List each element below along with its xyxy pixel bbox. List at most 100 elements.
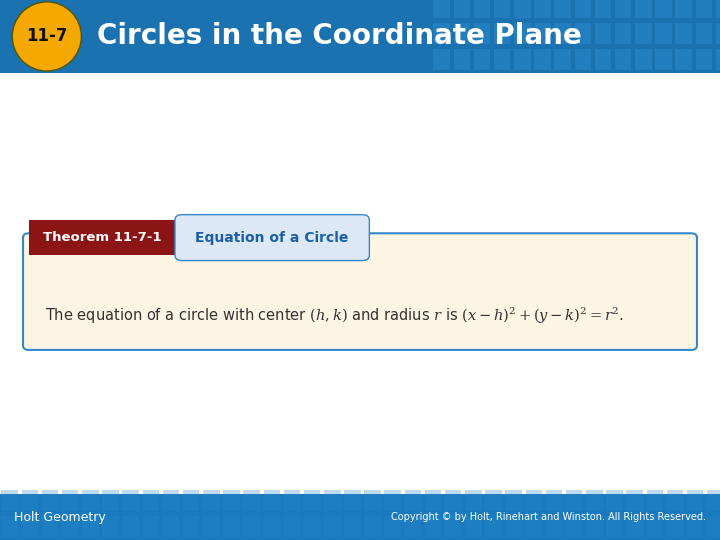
FancyBboxPatch shape — [546, 490, 562, 511]
FancyBboxPatch shape — [143, 490, 159, 511]
FancyBboxPatch shape — [534, 23, 551, 44]
FancyBboxPatch shape — [505, 516, 522, 537]
FancyBboxPatch shape — [586, 490, 603, 511]
FancyBboxPatch shape — [42, 490, 58, 511]
FancyBboxPatch shape — [42, 516, 58, 537]
FancyBboxPatch shape — [696, 0, 712, 18]
FancyBboxPatch shape — [243, 490, 260, 511]
FancyBboxPatch shape — [716, 0, 720, 18]
Text: Holt Geometry: Holt Geometry — [14, 510, 106, 524]
Text: Equation of a Circle: Equation of a Circle — [195, 231, 349, 245]
FancyBboxPatch shape — [223, 490, 240, 511]
FancyBboxPatch shape — [183, 490, 199, 511]
FancyBboxPatch shape — [445, 490, 462, 511]
FancyBboxPatch shape — [606, 516, 623, 537]
FancyBboxPatch shape — [667, 516, 683, 537]
FancyBboxPatch shape — [1, 516, 18, 537]
FancyBboxPatch shape — [82, 490, 99, 511]
FancyBboxPatch shape — [635, 0, 652, 18]
FancyBboxPatch shape — [687, 490, 703, 511]
FancyBboxPatch shape — [183, 516, 199, 537]
FancyBboxPatch shape — [122, 516, 139, 537]
FancyBboxPatch shape — [433, 49, 450, 70]
FancyBboxPatch shape — [667, 490, 683, 511]
FancyBboxPatch shape — [474, 23, 490, 44]
FancyBboxPatch shape — [546, 516, 562, 537]
FancyBboxPatch shape — [575, 23, 591, 44]
FancyBboxPatch shape — [284, 490, 300, 511]
FancyBboxPatch shape — [344, 490, 361, 511]
FancyBboxPatch shape — [384, 516, 401, 537]
FancyBboxPatch shape — [22, 490, 38, 511]
FancyBboxPatch shape — [264, 490, 280, 511]
Ellipse shape — [12, 2, 81, 71]
FancyBboxPatch shape — [62, 490, 78, 511]
FancyBboxPatch shape — [707, 490, 720, 511]
FancyBboxPatch shape — [635, 23, 652, 44]
FancyBboxPatch shape — [445, 516, 462, 537]
FancyBboxPatch shape — [304, 490, 320, 511]
FancyBboxPatch shape — [425, 490, 441, 511]
FancyBboxPatch shape — [163, 516, 179, 537]
FancyBboxPatch shape — [203, 490, 220, 511]
FancyBboxPatch shape — [514, 49, 531, 70]
FancyBboxPatch shape — [405, 516, 421, 537]
FancyBboxPatch shape — [575, 0, 591, 18]
FancyBboxPatch shape — [454, 23, 470, 44]
FancyBboxPatch shape — [324, 516, 341, 537]
FancyBboxPatch shape — [384, 490, 401, 511]
FancyBboxPatch shape — [534, 0, 551, 18]
FancyBboxPatch shape — [575, 49, 591, 70]
FancyBboxPatch shape — [655, 23, 672, 44]
FancyBboxPatch shape — [102, 490, 119, 511]
FancyBboxPatch shape — [175, 214, 369, 260]
Text: Circles in the Coordinate Plane: Circles in the Coordinate Plane — [97, 23, 582, 50]
FancyBboxPatch shape — [566, 490, 582, 511]
FancyBboxPatch shape — [465, 516, 482, 537]
FancyBboxPatch shape — [566, 516, 582, 537]
FancyBboxPatch shape — [203, 516, 220, 537]
FancyBboxPatch shape — [122, 490, 139, 511]
FancyBboxPatch shape — [0, 494, 720, 540]
FancyBboxPatch shape — [534, 49, 551, 70]
FancyBboxPatch shape — [364, 516, 381, 537]
FancyBboxPatch shape — [243, 516, 260, 537]
FancyBboxPatch shape — [284, 516, 300, 537]
FancyBboxPatch shape — [606, 490, 623, 511]
FancyBboxPatch shape — [615, 49, 631, 70]
FancyBboxPatch shape — [433, 23, 450, 44]
FancyBboxPatch shape — [0, 0, 720, 73]
FancyBboxPatch shape — [655, 49, 672, 70]
FancyBboxPatch shape — [696, 49, 712, 70]
FancyBboxPatch shape — [554, 23, 571, 44]
FancyBboxPatch shape — [22, 516, 38, 537]
FancyBboxPatch shape — [514, 0, 531, 18]
FancyBboxPatch shape — [595, 23, 611, 44]
FancyBboxPatch shape — [655, 0, 672, 18]
FancyBboxPatch shape — [425, 516, 441, 537]
FancyBboxPatch shape — [143, 516, 159, 537]
FancyBboxPatch shape — [635, 49, 652, 70]
FancyBboxPatch shape — [716, 23, 720, 44]
FancyBboxPatch shape — [494, 49, 510, 70]
FancyBboxPatch shape — [514, 23, 531, 44]
FancyBboxPatch shape — [675, 49, 692, 70]
FancyBboxPatch shape — [485, 490, 502, 511]
FancyBboxPatch shape — [494, 0, 510, 18]
FancyBboxPatch shape — [264, 516, 280, 537]
Text: The equation of a circle with center $(h, k)$ and radius $r$ is $(x - h)^2 + (y : The equation of a circle with center $(h… — [45, 305, 624, 326]
FancyBboxPatch shape — [707, 516, 720, 537]
FancyBboxPatch shape — [675, 23, 692, 44]
FancyBboxPatch shape — [465, 490, 482, 511]
Text: 11-7: 11-7 — [26, 28, 68, 45]
FancyBboxPatch shape — [526, 516, 542, 537]
FancyBboxPatch shape — [474, 49, 490, 70]
FancyBboxPatch shape — [696, 23, 712, 44]
FancyBboxPatch shape — [526, 490, 542, 511]
FancyBboxPatch shape — [586, 516, 603, 537]
FancyBboxPatch shape — [595, 0, 611, 18]
FancyBboxPatch shape — [454, 0, 470, 18]
FancyBboxPatch shape — [364, 490, 381, 511]
FancyBboxPatch shape — [687, 516, 703, 537]
FancyBboxPatch shape — [163, 490, 179, 511]
